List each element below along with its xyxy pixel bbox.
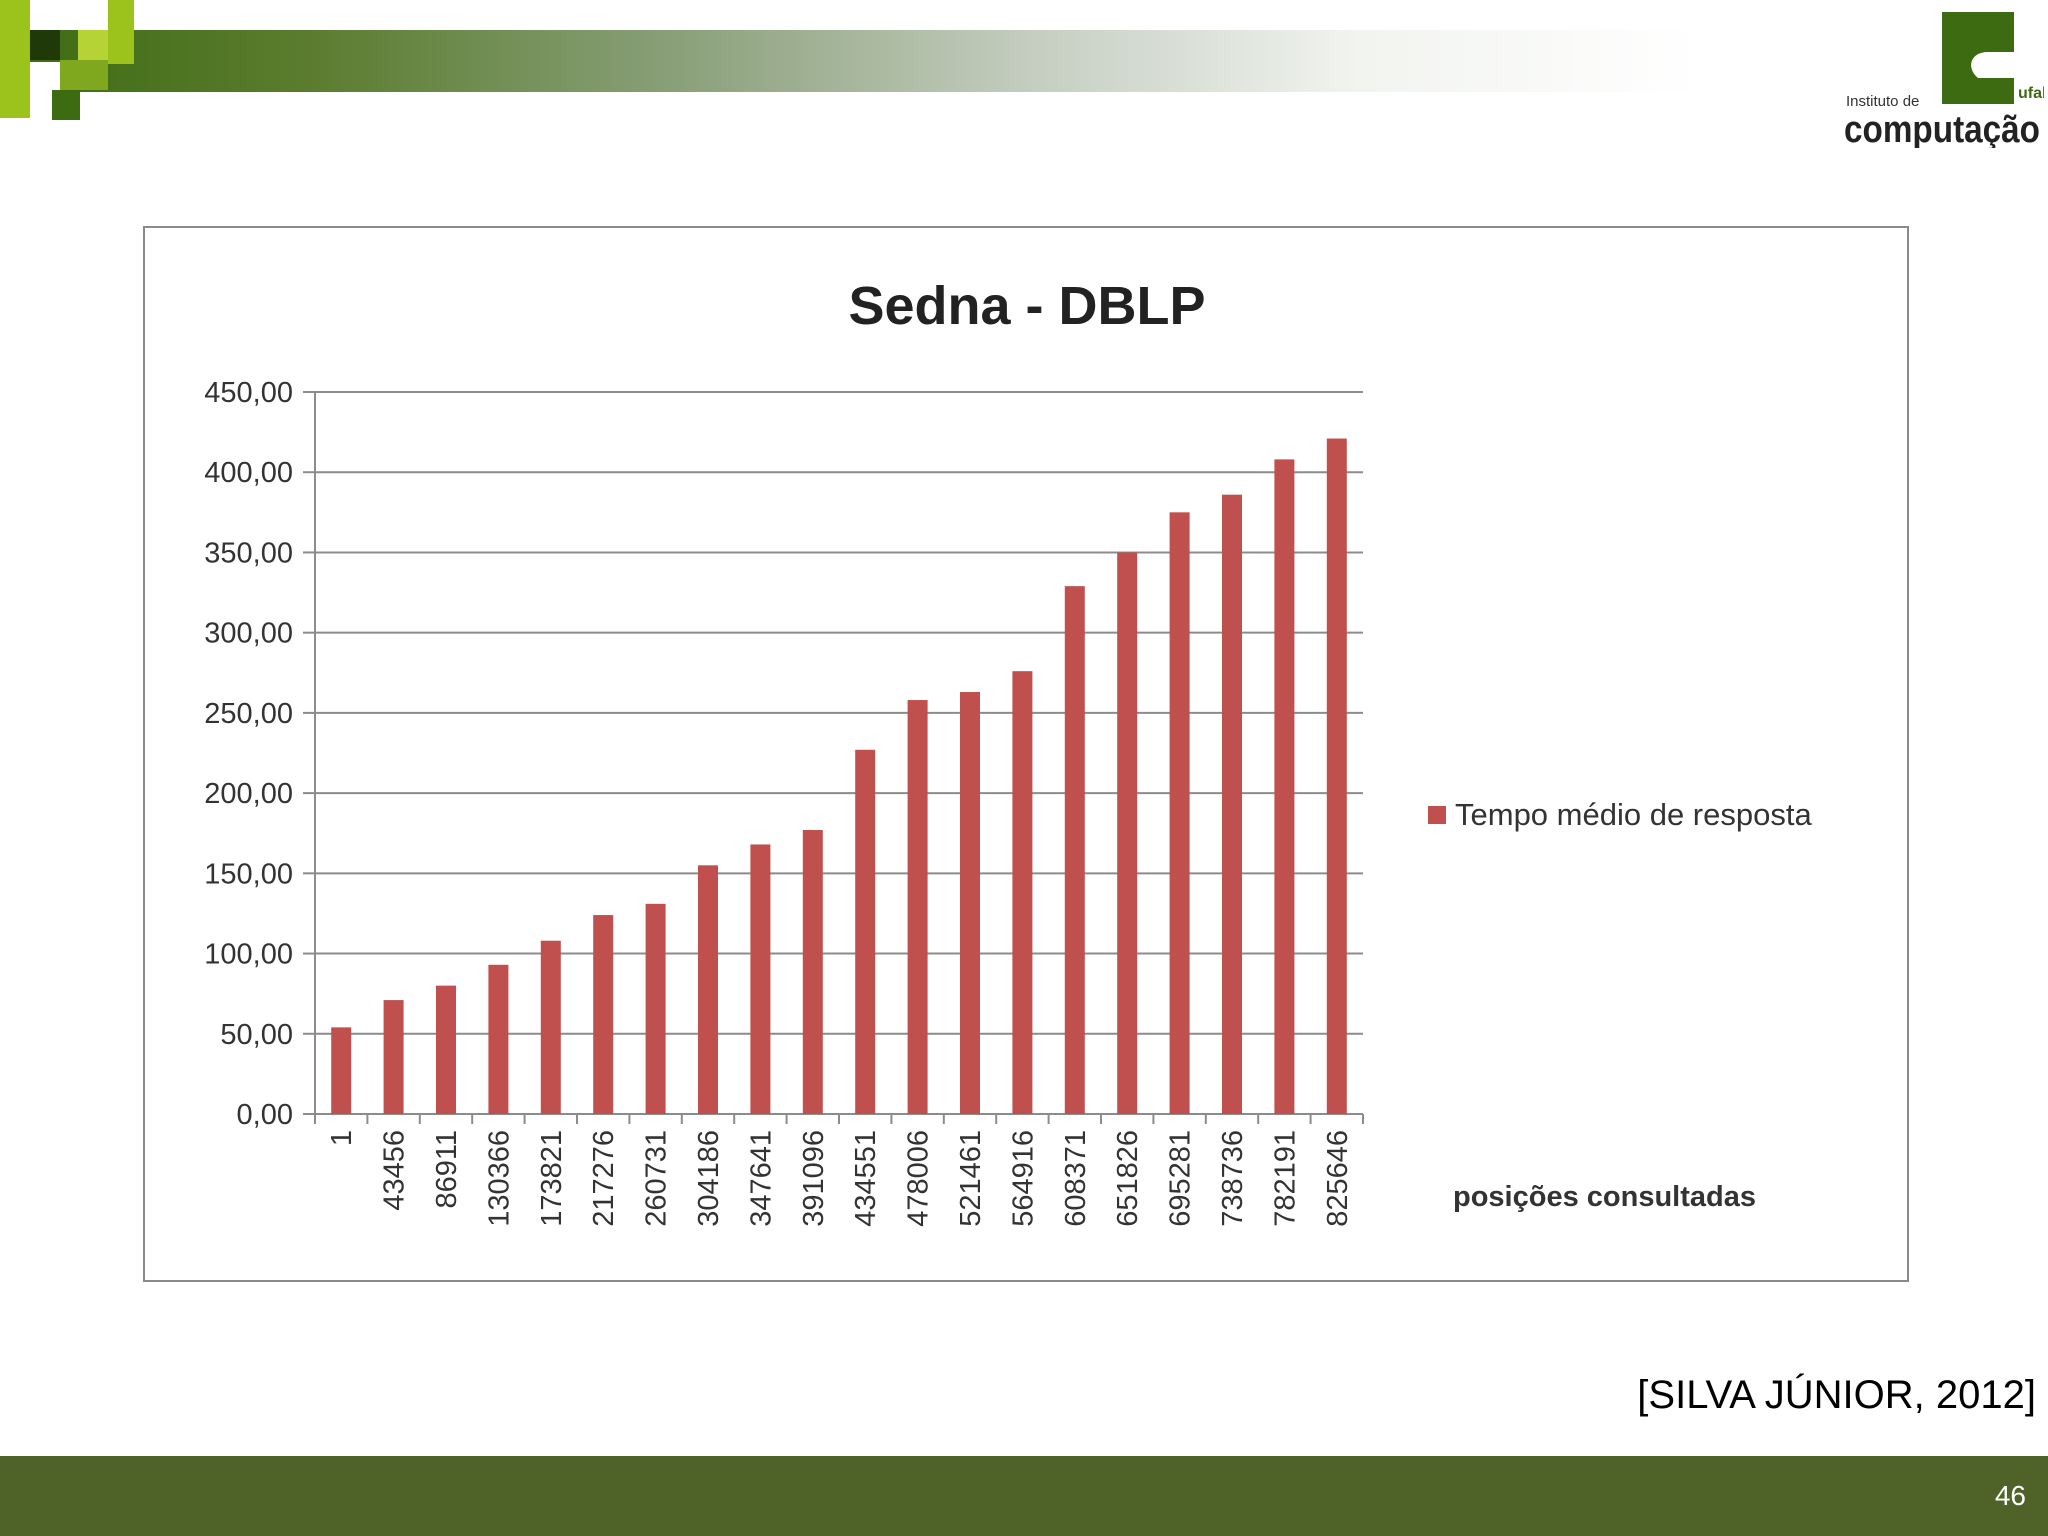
x-tick-label: 260731 — [641, 1130, 673, 1227]
bar — [1222, 494, 1242, 1114]
logo-mark-icon — [1942, 12, 2014, 104]
x-tick-label: 217276 — [588, 1130, 620, 1227]
bar — [907, 700, 928, 1114]
x-axis-label: posições consultadas — [1453, 1181, 1756, 1213]
y-tick-label: 300,00 — [204, 618, 293, 650]
bar — [1274, 459, 1295, 1114]
bars — [331, 438, 1347, 1114]
x-tick-label: 738736 — [1217, 1130, 1249, 1227]
bar — [331, 1027, 352, 1114]
logo-small-text: Instituto de — [1846, 93, 1919, 110]
x-tick-label: 391096 — [798, 1130, 830, 1227]
bar — [1064, 586, 1085, 1114]
x-tick-label: 651826 — [1112, 1130, 1144, 1227]
x-tick-label: 130366 — [483, 1130, 515, 1227]
citation: [SILVA JÚNIOR, 2012] — [1637, 1373, 2036, 1417]
header-square-deco — [52, 90, 80, 120]
bar — [1326, 438, 1347, 1114]
x-tick-labels: 1 43456 86911 130366 173821 217276 260731 30418… — [326, 1130, 1354, 1227]
bar — [855, 749, 876, 1114]
x-tick-label: 608371 — [1060, 1130, 1092, 1227]
x-tick-label: 173821 — [536, 1130, 568, 1227]
header-square-deco — [0, 0, 30, 118]
y-tick-labels: 0,00 50,00 100,00 150,00 200,00 250,00 300,00 3… — [204, 377, 293, 1131]
bar — [1169, 512, 1190, 1114]
header-square-deco — [108, 0, 134, 64]
bar — [802, 830, 823, 1114]
y-tick-label: 150,00 — [204, 858, 293, 890]
y-tick-label: 350,00 — [204, 537, 293, 569]
bar — [645, 903, 666, 1114]
x-tick-label: 1 — [326, 1130, 358, 1146]
x-tick-label: 43456 — [379, 1130, 411, 1211]
chart-container: Sedna - DBLP 0,00 50,00 100,00 150,00 200,00… — [143, 226, 1909, 1282]
bar — [540, 940, 561, 1114]
y-tick-label: 100,00 — [204, 939, 293, 971]
header-square-deco — [60, 60, 108, 90]
bar — [750, 844, 771, 1114]
x-tick-label: 434551 — [850, 1130, 882, 1227]
chart-title: Sedna - DBLP — [848, 276, 1205, 336]
header-square-deco — [78, 30, 108, 62]
logo-mark-text: ufal — [2018, 85, 2044, 102]
x-tick-label: 478006 — [903, 1130, 935, 1227]
x-tick-label: 304186 — [693, 1130, 725, 1227]
page-number: 46 — [1994, 1480, 2026, 1511]
bar — [488, 964, 509, 1114]
legend-swatch — [1428, 806, 1446, 824]
y-tick-label: 0,00 — [237, 1099, 293, 1131]
bar-chart: Sedna - DBLP 0,00 50,00 100,00 150,00 200,00… — [204, 276, 1812, 1227]
bar — [1117, 552, 1138, 1114]
legend-label: Tempo médio de resposta — [1455, 797, 1812, 832]
y-tick-label: 50,00 — [220, 1019, 293, 1051]
header-gradient-band — [0, 30, 1700, 92]
x-tick-label: 86911 — [431, 1130, 463, 1209]
y-tick-label: 450,00 — [204, 377, 293, 409]
x-tick-label: 782191 — [1269, 1130, 1301, 1227]
logo-big-text: computação — [1844, 109, 2040, 148]
x-tick-label: 825646 — [1322, 1130, 1354, 1227]
bar — [698, 865, 718, 1114]
x-tick-label: 564916 — [1007, 1130, 1039, 1227]
x-tick-label: 521461 — [955, 1130, 987, 1227]
gridlines — [303, 391, 1363, 1115]
bar — [436, 985, 456, 1114]
bar — [960, 692, 980, 1114]
x-tick-label: 695281 — [1165, 1130, 1197, 1227]
bar — [593, 915, 614, 1114]
footer-bar — [0, 1456, 2048, 1536]
y-tick-label: 400,00 — [204, 457, 293, 489]
y-tick-label: 200,00 — [204, 778, 293, 810]
y-tick-label: 250,00 — [204, 698, 293, 730]
institute-logo: ufal Instituto de computação — [1844, 12, 2044, 148]
axes — [314, 392, 1364, 1124]
legend: Tempo médio de resposta — [1428, 797, 1812, 832]
header-square-deco — [30, 30, 60, 60]
bar — [383, 1000, 404, 1114]
bar — [1012, 671, 1033, 1114]
x-tick-label: 347641 — [745, 1130, 777, 1227]
